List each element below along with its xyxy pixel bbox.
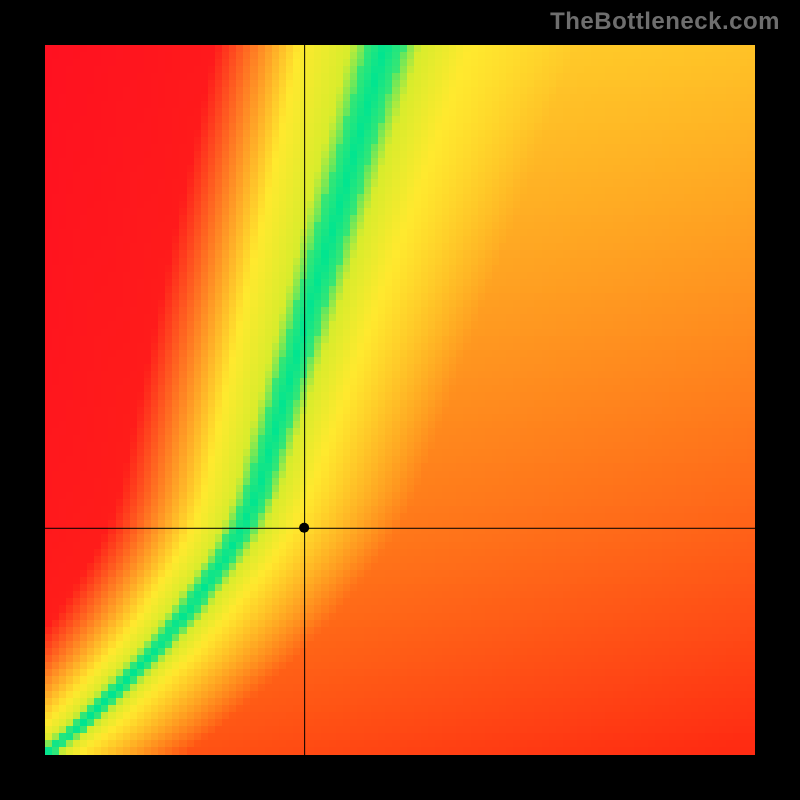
heatmap-plot [45, 45, 755, 755]
watermark-text: TheBottleneck.com [550, 8, 780, 36]
